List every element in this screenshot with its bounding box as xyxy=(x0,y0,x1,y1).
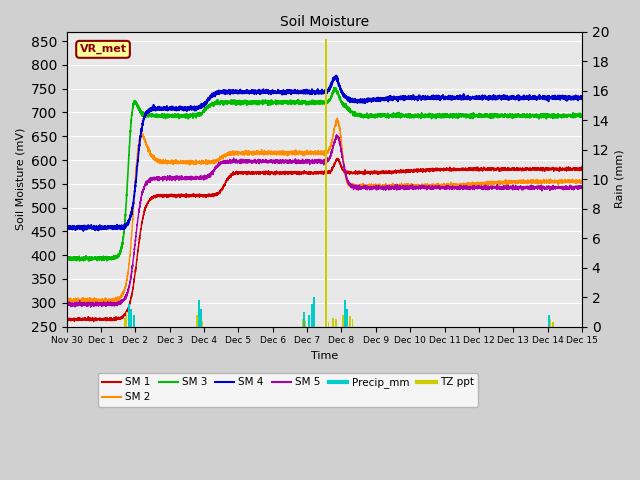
Y-axis label: Soil Moisture (mV): Soil Moisture (mV) xyxy=(15,128,25,230)
X-axis label: Time: Time xyxy=(310,351,338,361)
Text: VR_met: VR_met xyxy=(79,44,127,54)
Legend: SM 1, SM 2, SM 3, SM 4, SM 5, Precip_mm, TZ ppt: SM 1, SM 2, SM 3, SM 4, SM 5, Precip_mm,… xyxy=(98,373,479,407)
Y-axis label: Rain (mm): Rain (mm) xyxy=(615,150,625,208)
Title: Soil Moisture: Soil Moisture xyxy=(280,15,369,29)
